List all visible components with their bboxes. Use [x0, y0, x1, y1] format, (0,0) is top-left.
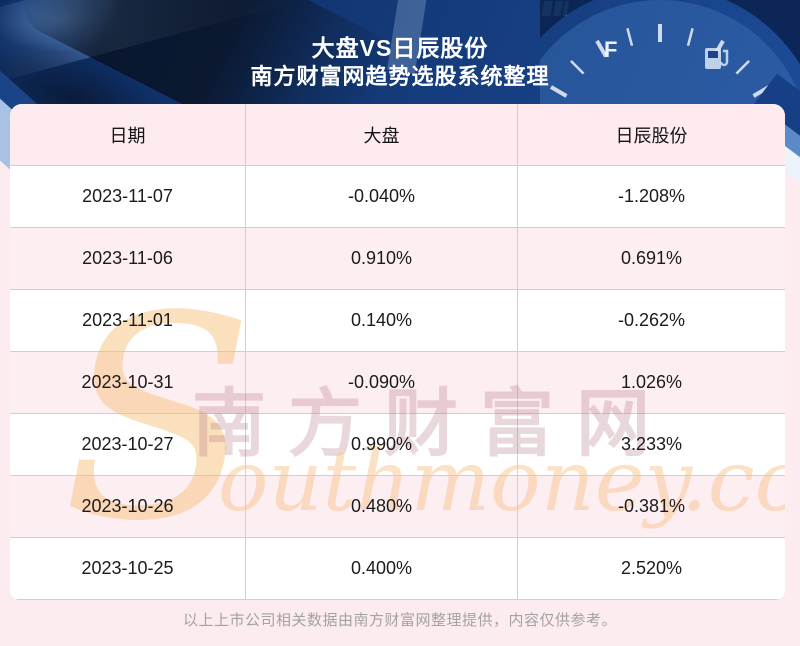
table-row: 2023-11-06 0.910% 0.691%	[10, 228, 785, 290]
column-header-stock: 日辰股份	[517, 104, 785, 165]
date-cell: 2023-10-25	[10, 538, 245, 599]
market-change-value: 0.140%	[350, 310, 413, 330]
date-cell: 2023-11-06	[10, 228, 245, 289]
date-cell: 2023-10-27	[10, 414, 245, 475]
date-value: 2023-11-07	[82, 186, 173, 206]
stock-change-cell: 0.691%	[517, 228, 785, 289]
stock-change-value: 1.026%	[620, 372, 683, 392]
market-change-value: 0.910%	[350, 248, 413, 268]
footer-disclaimer: 以上上市公司相关数据由南方财富网整理提供，内容仅供参考。	[182, 612, 617, 629]
column-header-date-label: 日期	[109, 125, 146, 146]
date-value: 2023-10-25	[81, 558, 174, 578]
comparison-table: S 南方财富网 outhmoney.com 日期 大盘 日辰股份 2023-11…	[10, 104, 785, 600]
stock-change-value: 0.691%	[620, 248, 683, 268]
market-change-value: 0.990%	[350, 434, 413, 454]
column-header-market-label: 大盘	[363, 125, 400, 146]
date-cell: 2023-10-26	[10, 476, 245, 537]
date-cell: 2023-11-07	[10, 166, 245, 227]
gauge-full-label: F	[604, 37, 617, 62]
table-row: 2023-10-31 -0.090% 1.026%	[10, 352, 785, 414]
stock-change-value: -1.208%	[617, 186, 686, 206]
stock-change-value: 3.233%	[620, 434, 683, 454]
market-change-value: 0.480%	[350, 496, 413, 516]
table-row: 2023-10-26 0.480% -0.381%	[10, 476, 785, 538]
date-value: 2023-11-01	[82, 310, 173, 330]
stock-change-cell: 2.520%	[517, 538, 785, 599]
date-value: 2023-10-31	[81, 372, 174, 392]
market-change-cell: -0.090%	[245, 352, 517, 413]
fuel-gauge-graphic: F	[540, 0, 800, 104]
stock-change-cell: 1.026%	[517, 352, 785, 413]
banner-subtitle: 南方财富网趋势选股系统整理	[250, 64, 550, 89]
fuel-pump-icon	[705, 48, 729, 69]
date-cell: 2023-10-31	[10, 352, 245, 413]
stock-change-value: -0.381%	[617, 496, 686, 516]
stock-change-cell: -0.262%	[517, 290, 785, 351]
market-change-cell: 0.910%	[245, 228, 517, 289]
stock-change-value: 2.520%	[620, 558, 683, 578]
table-header-row: 日期 大盘 日辰股份	[10, 104, 785, 166]
stock-change-cell: -0.381%	[517, 476, 785, 537]
column-header-date: 日期	[10, 104, 245, 165]
market-change-value: -0.090%	[347, 372, 416, 392]
column-header-market: 大盘	[245, 104, 517, 165]
table-row: 2023-11-01 0.140% -0.262%	[10, 290, 785, 352]
stock-change-cell: 3.233%	[517, 414, 785, 475]
market-change-cell: 0.140%	[245, 290, 517, 351]
date-value: 2023-10-27	[81, 434, 174, 454]
market-change-cell: -0.040%	[245, 166, 517, 227]
banner-title: 大盘VS日辰股份	[311, 35, 489, 61]
date-value: 2023-11-06	[82, 248, 173, 268]
market-change-value: 0.400%	[350, 558, 413, 578]
market-change-cell: 0.990%	[245, 414, 517, 475]
column-header-stock-label: 日辰股份	[615, 125, 688, 146]
table-row: 2023-10-27 0.990% 3.233%	[10, 414, 785, 476]
table-row: 2023-10-25 0.400% 2.520%	[10, 538, 785, 600]
stock-change-value: -0.262%	[617, 310, 686, 330]
market-change-value: -0.040%	[347, 186, 416, 206]
banner: F 大盘VS日辰股份 南方财富网趋势选股系统整理	[0, 0, 800, 104]
stock-change-cell: -1.208%	[517, 166, 785, 227]
table-row: 2023-11-07 -0.040% -1.208%	[10, 166, 785, 228]
market-change-cell: 0.480%	[245, 476, 517, 537]
gauge-dial-disc	[540, 0, 800, 104]
market-change-cell: 0.400%	[245, 538, 517, 599]
date-cell: 2023-11-01	[10, 290, 245, 351]
date-value: 2023-10-26	[81, 496, 174, 516]
